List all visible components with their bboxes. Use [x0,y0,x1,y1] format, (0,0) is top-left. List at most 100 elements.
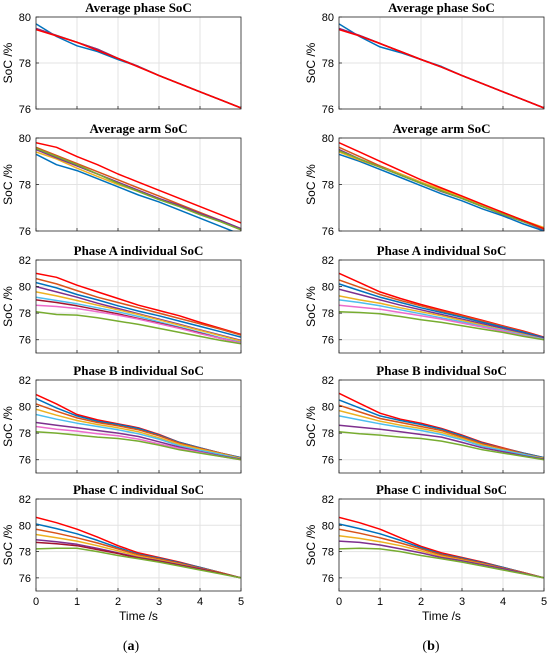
chart-b-phase-a-individual-soc-title: Phase A individual SoC [377,243,507,258]
chart-a-phase-a-individual-soc-series-1 [36,277,241,336]
chart-b-phase-b-individual-soc-series-4 [339,415,544,460]
chart-b-phase-a-individual-soc-ytick-label-2: 80 [322,282,334,294]
panels: 76 78 80 Average phase SoC SoC /% 76 78 80 Avera… [1,0,547,623]
chart-b-phase-c-individual-soc-series-4 [339,540,544,579]
chart-b-phase-b-individual-soc-ytick-label-2: 80 [322,402,334,414]
chart-b-phase-c-individual-soc-xtick-label-0: 0 [336,596,342,608]
chart-a-phase-b-individual-soc-ytick-label-1: 78 [19,428,31,440]
chart-b-phase-a-individual-soc-axes-box [338,259,545,354]
chart-a-phase-b-individual-soc-ytick-label-3: 82 [19,375,31,387]
caption-b: (b) [422,639,439,654]
chart-b-average-arm-soc-series-4 [339,150,544,230]
chart-b-average-arm-soc-title: Average arm SoC [393,121,491,136]
chart-a-phase-a-individual-soc-series-7 [36,304,241,344]
chart-a-average-phase-soc-ytick-label-2: 80 [19,12,31,24]
chart-b-average-phase-soc-ytick-label-1: 78 [322,58,334,70]
chart-b-phase-c-individual-soc-series-5 [339,547,544,579]
chart-a-phase-b-individual-soc-series-7 [36,431,241,461]
chart-a-phase-a-individual-soc-ytick-label-0: 76 [19,335,31,347]
chart-a-phase-c-individual-soc-xtick-label-5: 5 [238,596,244,608]
chart-b-phase-b-individual-soc-ytick-label-1: 78 [322,428,334,440]
chart-a-phase-c-individual-soc-xtick-label-4: 4 [197,596,203,608]
chart-a-phase-b-individual-soc-ytick-label-2: 80 [19,402,31,414]
chart-a-phase-b-individual-soc-series-4 [36,413,241,460]
chart-b-phase-b-individual-soc-title: Phase B individual SoC [376,363,506,378]
chart-b-phase-c-individual-soc-xtick-label-5: 5 [541,596,547,608]
chart-b-phase-a-individual-soc-ytick-label-0: 76 [322,335,334,347]
chart-a-average-phase-soc-series-4 [36,28,241,109]
chart-b-phase-a-individual-soc-series-2 [339,283,544,339]
chart-b-phase-c-individual-soc-ytick-label-2: 80 [322,520,334,532]
chart-b-phase-a-individual-soc-ytick-label-1: 78 [322,308,334,320]
chart-a-phase-b-individual-soc-series-3 [36,408,241,460]
chart-a-phase-a-individual-soc-title: Phase A individual SoC [74,243,204,258]
chart-b-phase-a-individual-soc-series-6 [339,304,544,341]
chart-a-phase-c-individual-soc-xtick-label-2: 2 [115,596,121,608]
chart-b-average-phase-soc-title: Average phase SoC [388,0,495,15]
chart-a-phase-c-individual-soc-xtick-label-3: 3 [156,596,162,608]
chart-b-phase-b-individual-soc-ytick-label-3: 82 [322,375,334,387]
chart-b-average-arm-soc-ytick-label-1: 78 [322,180,334,192]
chart-a-average-arm-soc-series-4 [36,147,241,231]
chart-b-average-arm-soc-ylabel: SoC /% [304,164,318,205]
chart-b-phase-c-individual-soc-ylabel: SoC /% [304,524,318,565]
chart-a-average-arm-soc-ytick-label-1: 78 [19,180,31,192]
chart-a-phase-a-individual-soc-series-2 [36,281,241,338]
chart-a-average-arm-soc-series-3 [36,148,241,230]
chart-a-phase-c-individual-soc-ytick-label-1: 78 [19,547,31,559]
chart-a-average-arm-soc-series-5 [36,141,241,224]
chart-a-average-phase-soc: 76 78 80 Average phase SoC SoC /% [1,0,242,116]
chart-a-phase-c-individual-soc-ytick-label-2: 80 [19,520,31,532]
chart-b-phase-b-individual-soc-series-6 [339,431,544,461]
chart-b-phase-c-individual-soc-title: Phase C individual SoC [376,482,507,497]
chart-b-phase-b-individual-soc: 76 78 80 82 Phase B individual SoC SoC /% [304,363,545,474]
chart-a-phase-b-individual-soc-axes-box [35,379,242,474]
chart-a-phase-a-individual-soc-series-8 [36,311,241,345]
chart-a-phase-c-individual-soc-series-6 [36,547,241,579]
chart-a-phase-c-individual-soc-axes-box [35,498,242,592]
chart-a-phase-b-individual-soc: 76 78 80 82 Phase B individual SoC SoC /% [1,363,242,474]
chart-a-phase-b-individual-soc-ylabel: SoC /% [1,406,15,447]
chart-a-phase-c-individual-soc-ytick-label-0: 76 [19,573,31,585]
caption-b-letter: b [427,639,435,654]
chart-b-average-arm-soc-ytick-label-2: 80 [322,133,334,145]
chart-b-phase-c-individual-soc-axes-box [338,498,545,592]
chart-a-average-phase-soc-ytick-label-1: 78 [19,58,31,70]
chart-b-average-phase-soc-series-3 [339,28,544,109]
chart-b-phase-a-individual-soc-ytick-label-3: 82 [322,255,334,267]
chart-b-average-arm-soc: 76 78 80 Average arm SoC SoC /% [304,121,545,238]
chart-a-phase-a-individual-soc-ylabel: SoC /% [1,286,15,327]
chart-b-phase-a-individual-soc-ylabel: SoC /% [304,286,318,327]
chart-b-average-phase-soc: 76 78 80 Average phase SoC SoC /% [304,0,545,116]
chart-a-phase-c-individual-soc-title: Phase C individual SoC [73,482,204,497]
chart-a-average-phase-soc-ylabel: SoC /% [1,42,15,83]
chart-a-average-arm-soc: 76 78 80 Average arm SoC SoC /% [1,121,242,238]
chart-a-phase-a-individual-soc: 76 78 80 82 Phase A individual SoC SoC /% [1,243,242,354]
chart-a-average-phase-soc-ytick-label-0: 76 [19,104,31,116]
chart-b-average-phase-soc-ylabel: SoC /% [304,42,318,83]
chart-b-phase-b-individual-soc-plot-area [339,380,544,473]
chart-b-phase-c-individual-soc-xtick-label-4: 4 [500,596,506,608]
chart-b-average-arm-soc-series-0 [339,153,544,231]
chart-b-phase-c-individual-soc-xtick-label-3: 3 [459,596,465,608]
chart-b-phase-c-individual-soc: 76 78 80 82 0 1 2 3 4 5 Phase C individual SoC SoC … [304,482,547,623]
chart-a-average-arm-soc-ytick-label-2: 80 [19,133,31,145]
caption-a-letter: a [128,639,135,654]
chart-b-average-arm-soc-ytick-label-0: 76 [322,226,334,238]
chart-a-average-arm-soc-title: Average arm SoC [90,121,188,136]
chart-b-phase-c-individual-soc-xtick-label-1: 1 [377,596,383,608]
chart-b-phase-c-individual-soc-plot-area [339,499,544,591]
chart-a-phase-c-individual-soc-xtick-label-1: 1 [74,596,80,608]
chart-a-phase-a-individual-soc-ytick-label-2: 80 [19,282,31,294]
chart-a-phase-a-individual-soc-series-0 [36,272,241,336]
chart-b-phase-b-individual-soc-ytick-label-0: 76 [322,455,334,467]
chart-a-average-arm-soc-series-1 [36,146,241,230]
chart-b-phase-a-individual-soc-series-7 [339,311,544,341]
chart-b-average-phase-soc-ytick-label-2: 80 [322,12,334,24]
chart-b-phase-a-individual-soc-plot-area [339,260,544,353]
chart-b-phase-c-individual-soc-ytick-label-0: 76 [322,573,334,585]
chart-b-phase-b-individual-soc-series-2 [339,404,544,460]
chart-b-phase-b-individual-soc-series-5 [339,424,544,460]
chart-a-phase-c-individual-soc: 76 78 80 82 0 1 2 3 4 5 Phase C individual SoC SoC … [1,482,244,623]
